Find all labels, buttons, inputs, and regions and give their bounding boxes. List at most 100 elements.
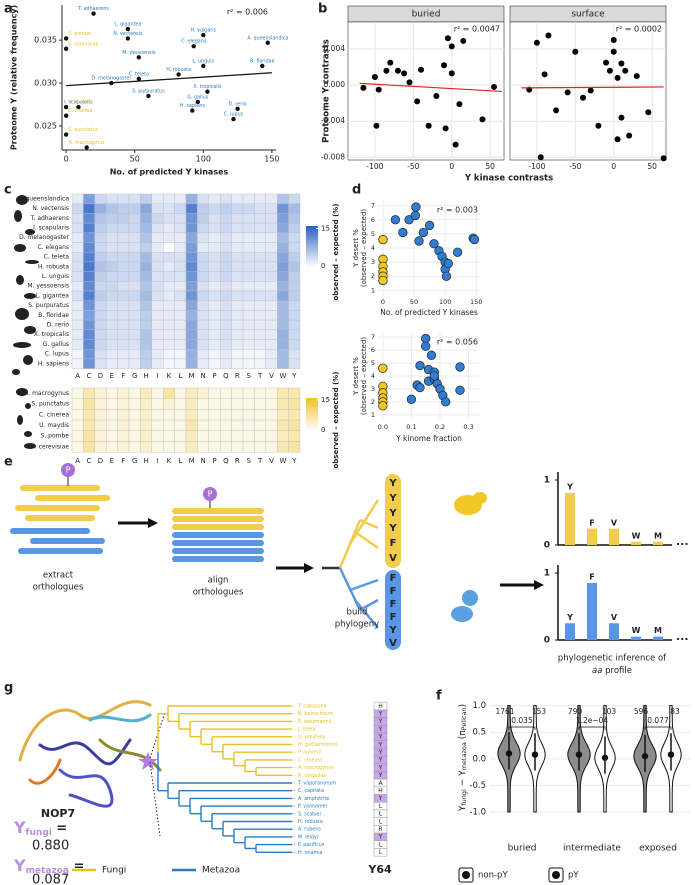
legend-label: non-pY xyxy=(478,871,508,881)
heatmap-cell xyxy=(151,251,164,263)
data-point xyxy=(201,63,206,69)
data-point xyxy=(460,37,467,44)
heatmap-cell xyxy=(265,213,278,224)
heatmap-cell xyxy=(117,213,130,224)
colorbar-step xyxy=(306,422,318,424)
heatmap-cell xyxy=(197,349,209,360)
heatmap-cell xyxy=(140,398,152,410)
point-label: G. gallus xyxy=(187,94,208,100)
heatmap-cell xyxy=(174,281,187,292)
data-point xyxy=(406,394,417,404)
residue: Y xyxy=(378,795,383,802)
heatmap-cell xyxy=(117,193,130,204)
heatmap-cell xyxy=(185,271,198,282)
heatmap-cell xyxy=(128,261,141,272)
heatmap-cell xyxy=(242,251,255,263)
heatmap-cell xyxy=(105,409,118,421)
heatmap-cell xyxy=(83,358,96,369)
x-axis-title: No. of predicted Y kinases xyxy=(110,168,229,177)
heatmap-cell xyxy=(242,398,255,410)
heatmap-cell xyxy=(105,339,118,350)
species-label: A. queenslandica xyxy=(18,195,70,202)
heatmap-cell xyxy=(162,430,175,442)
heatmap-cell xyxy=(242,430,255,442)
heatmap-cell xyxy=(265,339,278,350)
heatmap-cell xyxy=(242,242,255,253)
data-point xyxy=(433,92,440,99)
heatmap-cell xyxy=(219,398,232,410)
residue: Y xyxy=(388,493,397,504)
profile-letter: W xyxy=(632,626,641,635)
heatmap-cell xyxy=(117,242,130,253)
amino-acid-label: Y xyxy=(291,372,297,380)
heatmap-cell xyxy=(151,310,164,321)
heatmap-cell xyxy=(105,419,118,432)
heatmap-cell xyxy=(162,310,175,321)
data-point xyxy=(429,371,439,381)
x-tick-label: 0 xyxy=(611,162,616,171)
heatmap-cell xyxy=(185,281,198,292)
data-point xyxy=(424,220,435,231)
heatmap-cell xyxy=(117,300,130,311)
heatmap-cell xyxy=(174,300,187,311)
heatmap-cell xyxy=(197,222,209,234)
profile-bar xyxy=(609,623,619,640)
data-point xyxy=(541,71,548,78)
data-point xyxy=(76,104,81,110)
x-tick-label: 0.1 xyxy=(406,423,416,431)
heatmap-cell xyxy=(105,242,118,253)
heatmap-cell xyxy=(162,358,175,369)
heatmap-cell xyxy=(277,271,289,282)
heatmap-cell xyxy=(265,409,278,421)
x-tick-label: exposed xyxy=(639,844,677,854)
x-tick-label: 50 xyxy=(647,162,657,171)
heatmap-cell xyxy=(117,310,130,321)
colorbar-step xyxy=(306,418,318,421)
heatmap-cell xyxy=(185,222,198,234)
y-tick-label: 3 xyxy=(371,385,375,393)
p-value: 1.2e−04 xyxy=(576,716,609,725)
heatmap-cell xyxy=(265,398,278,410)
heatmap-cell xyxy=(71,358,84,369)
heatmap-cell xyxy=(105,329,118,340)
heatmap-cell xyxy=(185,387,198,399)
heatmap-cell xyxy=(71,349,84,360)
aligned-bar xyxy=(172,524,264,530)
heatmap-cell xyxy=(117,349,130,360)
y-axis-title-part: (π xyxy=(458,730,468,742)
aligned-bar xyxy=(172,532,264,538)
heatmap-cell xyxy=(197,232,209,243)
data-point xyxy=(633,73,640,80)
data-point xyxy=(190,108,195,113)
species-label: C. cinerea xyxy=(39,411,69,418)
species-label: S. scabiei xyxy=(298,811,321,817)
species-label: S. pombe xyxy=(41,433,70,440)
y-axis-title: Yfungi − Ymetazoa (πPelican) xyxy=(458,704,469,812)
tree-branch xyxy=(359,518,379,530)
x-axis-title: Y kinome fraction xyxy=(395,434,462,443)
x-tick-label: -100 xyxy=(366,162,383,171)
heatmap-cell xyxy=(83,430,96,442)
heatmap-cell xyxy=(277,339,289,350)
heatmap-cell xyxy=(219,290,232,301)
heatmap-cell xyxy=(128,310,141,321)
heatmap-cell xyxy=(288,310,301,321)
heatmap-cell xyxy=(162,242,175,253)
heatmap-cell xyxy=(197,441,209,453)
heatmap-cell xyxy=(83,232,96,243)
heatmap-cell xyxy=(162,419,175,432)
colorbar-step xyxy=(306,415,318,418)
point-label: L. gigantea xyxy=(114,22,141,28)
heatmap-cell xyxy=(208,358,221,369)
heatmap-cell xyxy=(288,242,301,253)
heatmap-cell xyxy=(265,310,278,321)
heatmap-cell xyxy=(242,358,255,369)
amino-acid-label: H xyxy=(143,372,148,380)
data-point xyxy=(425,122,432,129)
y-tick-label: 0.5 xyxy=(472,728,486,738)
heatmap-cell xyxy=(140,441,152,453)
heatmap-cell xyxy=(231,232,244,243)
data-point xyxy=(136,55,142,60)
heatmap-cell xyxy=(208,251,221,263)
colorbar-step xyxy=(306,401,318,404)
